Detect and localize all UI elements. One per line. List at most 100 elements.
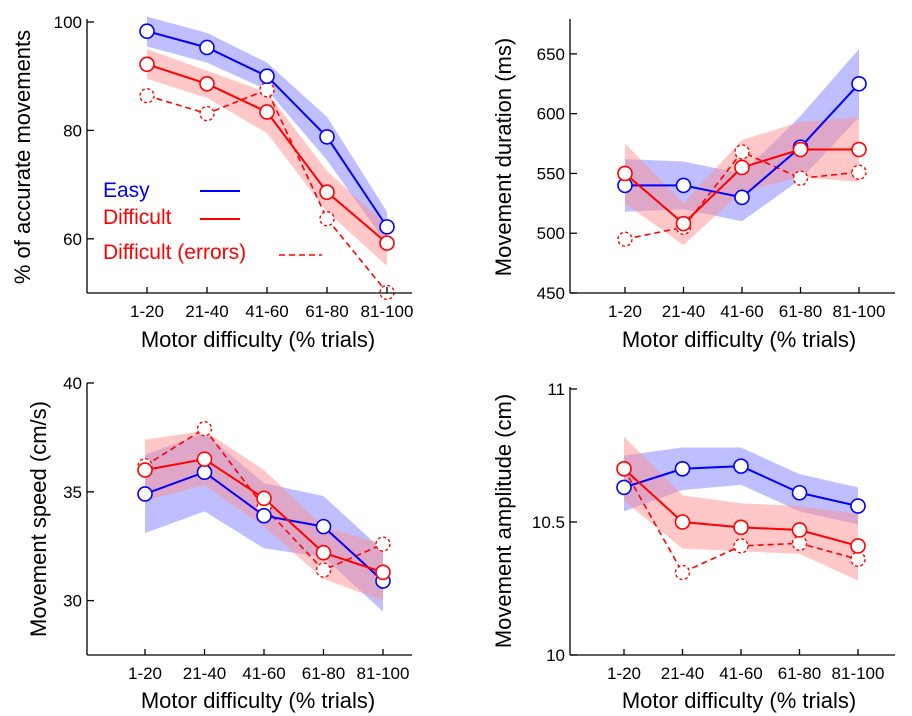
xtick-label-duration: 1-20 bbox=[608, 302, 642, 321]
marker-difficult-accuracy bbox=[259, 104, 275, 120]
marker-difficult-accuracy bbox=[139, 56, 155, 73]
ytick-label-accuracy: 80 bbox=[63, 121, 82, 140]
x-axis-label-accuracy: Motor difficulty (% trials) bbox=[141, 327, 375, 352]
legend-label-easy: Easy bbox=[103, 179, 150, 202]
ytick-label-duration: 600 bbox=[537, 105, 565, 124]
marker-difficult_errors-speed bbox=[375, 536, 391, 552]
xtick-label-speed: 41-60 bbox=[242, 664, 285, 683]
xtick-label-amplitude: 41-60 bbox=[719, 664, 762, 683]
ytick-label-amplitude: 10.5 bbox=[532, 513, 565, 532]
marker-difficult_errors-speed bbox=[315, 562, 332, 578]
marker-easy-speed bbox=[137, 486, 153, 502]
marker-difficult-accuracy bbox=[199, 75, 215, 92]
marker-difficult_errors-amplitude bbox=[850, 551, 866, 567]
ytick-label-accuracy: 60 bbox=[63, 230, 82, 249]
xticks-duration: 1-20 21-40 41-60 61-80 81-100 bbox=[608, 287, 885, 321]
y-axis-label-duration: Movement duration (ms) bbox=[491, 38, 516, 276]
panel-duration: 450 500 550 600 650 1-20 21-40 41-60 61-80 81-10… bbox=[491, 19, 895, 352]
marker-easy-accuracy bbox=[199, 39, 215, 56]
marker-easy-accuracy bbox=[379, 219, 395, 235]
xtick-label-amplitude: 1-20 bbox=[607, 664, 641, 683]
marker-difficult_errors-accuracy bbox=[259, 82, 275, 98]
marker-difficult_errors-accuracy bbox=[319, 211, 335, 227]
bands-accuracy bbox=[147, 16, 387, 266]
legend: Easy Difficult Difficult (errors) bbox=[103, 179, 322, 264]
markers-speed bbox=[137, 420, 391, 589]
marker-difficult-amplitude bbox=[850, 538, 866, 554]
ytick-label-duration: 550 bbox=[537, 164, 565, 183]
xtick-label-speed: 81-100 bbox=[357, 664, 410, 683]
markers-duration bbox=[617, 75, 867, 247]
marker-difficult-duration bbox=[617, 165, 633, 182]
marker-difficult_errors-accuracy bbox=[199, 105, 215, 122]
xtick-label-accuracy: 41-60 bbox=[245, 302, 288, 321]
xtick-label-amplitude: 81-100 bbox=[832, 664, 885, 683]
marker-difficult_errors-duration bbox=[851, 164, 867, 180]
y-axis-label-accuracy: % of accurate movements bbox=[10, 30, 35, 284]
xticks-amplitude: 1-20 21-40 41-60 61-80 81-100 bbox=[607, 649, 884, 683]
ytick-label-amplitude: 10 bbox=[546, 646, 565, 665]
marker-easy-speed bbox=[256, 507, 272, 524]
yticks-accuracy: 60 80 100 bbox=[54, 13, 94, 249]
yticks-amplitude: 10 10.5 11 bbox=[532, 380, 577, 665]
marker-difficult_errors-amplitude bbox=[791, 535, 808, 551]
xtick-label-amplitude: 21-40 bbox=[661, 664, 704, 683]
marker-difficult-duration bbox=[675, 215, 692, 232]
marker-easy-amplitude bbox=[733, 458, 749, 474]
x-axis-label-duration: Motor difficulty (% trials) bbox=[622, 327, 856, 352]
xtick-label-speed: 61-80 bbox=[302, 664, 345, 683]
xtick-label-accuracy: 61-80 bbox=[305, 302, 348, 321]
marker-difficult-speed bbox=[315, 544, 332, 561]
yticks-duration: 450 500 550 600 650 bbox=[537, 45, 577, 303]
markers-amplitude bbox=[616, 458, 866, 581]
yticks-speed: 30 35 40 bbox=[63, 374, 94, 611]
marker-difficult-duration bbox=[851, 141, 867, 158]
x-axis-label-speed: Motor difficulty (% trials) bbox=[141, 688, 375, 713]
ytick-label-speed: 30 bbox=[63, 592, 82, 611]
marker-easy-amplitude bbox=[850, 498, 866, 514]
marker-easy-speed bbox=[196, 464, 213, 481]
marker-easy-duration bbox=[734, 189, 750, 206]
marker-difficult_errors-duration bbox=[734, 144, 750, 160]
marker-difficult-amplitude bbox=[733, 519, 749, 536]
x-axis-label-amplitude: Motor difficulty (% trials) bbox=[622, 688, 856, 713]
xtick-label-duration: 61-80 bbox=[779, 302, 822, 321]
marker-difficult-duration bbox=[792, 141, 809, 158]
panel-speed: 30 35 40 1-20 21-40 41-60 61-80 81-100 Motor d… bbox=[26, 374, 412, 713]
xtick-label-speed: 21-40 bbox=[183, 664, 226, 683]
band-difficult-duration bbox=[625, 117, 859, 246]
marker-easy-accuracy bbox=[139, 23, 155, 40]
ytick-label-duration: 500 bbox=[537, 224, 565, 243]
marker-easy-accuracy bbox=[259, 68, 275, 84]
marker-difficult-duration bbox=[734, 159, 750, 176]
marker-easy-amplitude bbox=[674, 460, 691, 477]
marker-difficult-accuracy bbox=[379, 235, 395, 251]
marker-difficult_errors-speed bbox=[196, 420, 213, 437]
xticks-speed: 1-20 21-40 41-60 61-80 81-100 bbox=[128, 649, 409, 683]
marker-difficult_errors-duration bbox=[792, 170, 809, 186]
y-axis-label-amplitude: Movement amplitude (cm) bbox=[491, 394, 516, 648]
marker-easy-duration bbox=[675, 177, 692, 194]
legend-label-difficult: Difficult bbox=[103, 206, 172, 229]
ytick-label-accuracy: 100 bbox=[54, 13, 82, 32]
line-difficult_errors-accuracy bbox=[146, 88, 388, 293]
panel-accuracy: 60 80 100 1-20 21-40 41-60 61-80 81-100 Motor … bbox=[10, 13, 413, 352]
ytick-label-amplitude: 11 bbox=[547, 380, 565, 399]
markers-accuracy bbox=[139, 23, 395, 301]
xtick-label-duration: 21-40 bbox=[662, 302, 705, 321]
marker-difficult-speed bbox=[256, 490, 272, 507]
band-difficult-accuracy bbox=[147, 49, 387, 266]
marker-difficult_errors-amplitude bbox=[733, 538, 749, 554]
ytick-label-speed: 40 bbox=[63, 374, 82, 393]
xtick-label-duration: 81-100 bbox=[833, 302, 886, 321]
marker-difficult_errors-accuracy bbox=[139, 88, 155, 104]
marker-difficult-accuracy bbox=[319, 184, 335, 200]
marker-difficult_errors-amplitude bbox=[674, 564, 691, 581]
marker-difficult-amplitude bbox=[791, 522, 808, 538]
xticks-accuracy: 1-20 21-40 41-60 61-80 81-100 bbox=[130, 287, 413, 321]
xtick-label-amplitude: 61-80 bbox=[778, 664, 821, 683]
xtick-label-duration: 41-60 bbox=[720, 302, 763, 321]
marker-easy-amplitude bbox=[791, 484, 808, 501]
legend-label-difficult-errors: Difficult (errors) bbox=[103, 241, 246, 264]
